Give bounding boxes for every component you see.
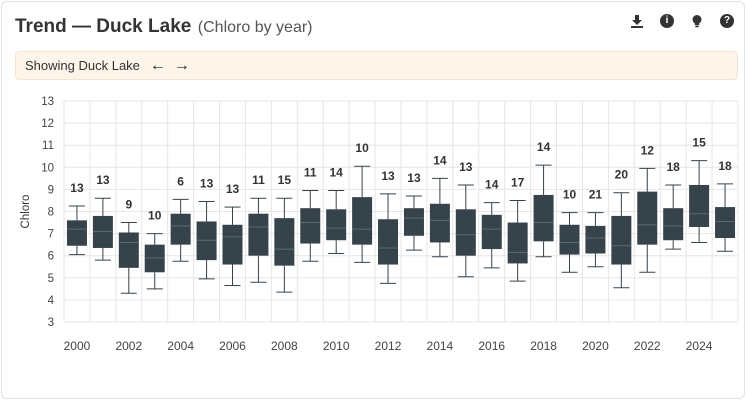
box-2009	[300, 208, 321, 244]
x-tick-label: 2002	[115, 339, 142, 353]
y-tick-label: 8	[48, 207, 54, 219]
count-label: 13	[407, 171, 421, 185]
y-tick-label: 6	[48, 251, 54, 263]
count-label: 14	[485, 178, 499, 192]
toolbar-icons: i ?	[630, 14, 734, 28]
count-label: 13	[70, 181, 84, 195]
box-2023	[663, 208, 684, 241]
count-label: 6	[177, 174, 184, 188]
x-tick-label: 2014	[427, 339, 454, 353]
box-2002	[118, 232, 139, 268]
box-2020	[585, 225, 606, 254]
download-icon[interactable]	[630, 14, 644, 28]
count-label: 13	[200, 177, 214, 191]
y-tick-label: 3	[48, 317, 54, 329]
box-2016	[481, 214, 502, 250]
count-label: 11	[252, 173, 265, 187]
y-tick-label: 7	[48, 229, 54, 241]
box-2001	[92, 215, 113, 248]
count-label: 17	[511, 175, 525, 189]
count-label: 18	[667, 160, 681, 174]
x-tick-label: 2018	[530, 339, 557, 353]
x-tick-label: 2008	[271, 339, 298, 353]
banner-text: Showing Duck Lake	[25, 58, 140, 73]
count-label: 13	[96, 173, 110, 187]
count-label: 10	[563, 188, 577, 202]
box-2018	[533, 194, 554, 242]
x-tick-label: 2004	[167, 339, 194, 353]
chart-subtitle: (Chloro by year)	[197, 19, 313, 36]
y-tick-label: 12	[41, 118, 54, 130]
y-tick-label: 11	[42, 140, 54, 152]
prev-lake-arrow-icon[interactable]: ←	[149, 56, 166, 74]
count-label: 14	[330, 166, 344, 180]
count-label: 13	[459, 160, 473, 174]
y-tick-label: 13	[41, 96, 54, 108]
chart-header: Trend — Duck Lake (Chloro by year)	[15, 16, 313, 38]
box-2014	[429, 203, 450, 243]
x-tick-label: 2024	[686, 339, 713, 353]
box-2007	[248, 213, 269, 256]
box-2010	[326, 209, 347, 241]
x-tick-label: 2006	[219, 339, 246, 353]
x-tick-label: 2012	[375, 339, 402, 353]
box-2011	[352, 197, 373, 245]
x-tick-label: 2016	[478, 339, 505, 353]
box-2015	[455, 209, 476, 256]
chart-title: Trend — Duck Lake	[15, 16, 192, 37]
x-tick-label: 2022	[634, 339, 661, 353]
count-label: 15	[278, 173, 292, 187]
help-icon[interactable]: ?	[720, 14, 734, 28]
count-label: 10	[148, 209, 162, 223]
box-2005	[196, 221, 217, 261]
box-2012	[378, 219, 399, 265]
box-2008	[274, 218, 295, 266]
selection-banner: Showing Duck Lake ← →	[15, 51, 738, 80]
count-label: 13	[381, 169, 395, 183]
count-label: 13	[226, 182, 240, 196]
count-label: 14	[537, 140, 551, 154]
box-2004	[170, 213, 191, 245]
count-label: 20	[615, 168, 629, 182]
count-label: 11	[304, 166, 317, 180]
count-label: 21	[589, 188, 603, 202]
box-2013	[403, 208, 424, 236]
y-tick-label: 9	[48, 184, 54, 196]
box-2003	[144, 244, 165, 273]
x-tick-label: 2020	[582, 339, 609, 353]
count-label: 14	[433, 153, 447, 167]
info-icon[interactable]: i	[660, 14, 674, 28]
count-label: 18	[718, 159, 732, 173]
box-2022	[637, 191, 658, 245]
y-tick-label: 5	[48, 273, 54, 285]
box-2006	[222, 224, 243, 265]
box-2021	[611, 215, 632, 265]
count-label: 12	[641, 143, 655, 157]
box-2025	[715, 207, 736, 239]
box-2024	[689, 184, 710, 227]
y-tick-label: 4	[48, 295, 55, 307]
y-tick-label: 10	[41, 162, 54, 174]
x-tick-label: 2000	[64, 339, 91, 353]
count-label: 9	[125, 198, 132, 212]
next-lake-arrow-icon[interactable]: →	[173, 56, 190, 74]
y-axis-label: Chloro	[20, 195, 32, 229]
box-2017	[507, 222, 528, 264]
box-2000	[66, 220, 87, 246]
lightbulb-icon[interactable]	[690, 14, 704, 28]
box-2019	[559, 224, 580, 255]
count-label: 10	[355, 141, 369, 155]
boxplot-chart: 3 4 5 6 7 8 9 10 11 12 13 Chloro 2000 2002 2004 2006 200…	[20, 96, 739, 353]
x-tick-label: 2010	[323, 339, 350, 353]
count-label: 15	[692, 136, 706, 150]
